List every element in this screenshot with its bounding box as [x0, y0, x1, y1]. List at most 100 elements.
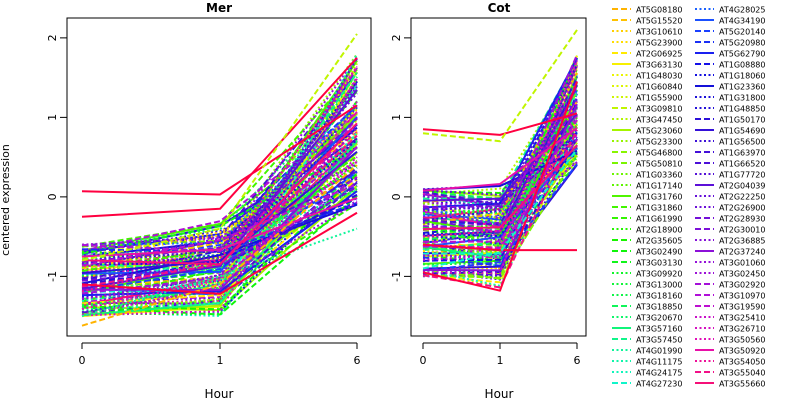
panel-cot-series	[422, 29, 578, 292]
legend-entry: AT1G17140	[636, 182, 682, 191]
legend-entry: AT3G47450	[636, 116, 682, 125]
panel-mer-x-axis: 0 1 6	[79, 342, 361, 367]
legend-entry: AT5G23300	[636, 138, 682, 147]
series-line	[422, 164, 578, 270]
series-line	[81, 57, 358, 288]
legend-entry: AT3G03130	[636, 259, 682, 268]
legend-entry: AT3G26710	[719, 325, 765, 334]
legend-entry: AT2G36885	[719, 237, 765, 246]
panel-mer-title: Mer	[206, 1, 232, 15]
legend-entry: AT1G48030	[636, 72, 682, 81]
legend-entry: AT5G20980	[719, 39, 765, 48]
series-line	[81, 160, 358, 310]
series-line	[81, 150, 358, 275]
series-line	[422, 113, 578, 216]
x-tick-label: 1	[217, 354, 224, 367]
legend-entry: AT3G57450	[636, 336, 682, 345]
series-line	[422, 59, 578, 211]
series-line	[422, 106, 578, 278]
legend-entry: AT5G08180	[636, 6, 682, 15]
legend-entry: AT3G25410	[719, 314, 765, 323]
x-tick-label: 0	[79, 354, 86, 367]
legend-entry: AT5G50810	[636, 160, 682, 169]
legend-entry: AT5G20140	[719, 28, 765, 37]
legend-entry: AT5G23060	[636, 127, 682, 136]
series-line	[81, 171, 358, 293]
legend-entry: AT1G31760	[636, 193, 682, 202]
panel-mer-frame	[66, 17, 372, 337]
series-line	[422, 147, 578, 266]
legend-entry: AT1G66520	[719, 160, 765, 169]
series-line	[422, 243, 577, 252]
y-tick-label: -1	[46, 271, 59, 282]
series-line	[81, 78, 358, 274]
legend-entry: AT1G03360	[636, 171, 682, 180]
series-line	[81, 76, 358, 317]
series-line	[422, 84, 578, 256]
panel-cot-title: Cot	[488, 1, 511, 15]
legend-entry: AT1G18060	[719, 72, 765, 81]
series-line	[422, 162, 578, 223]
legend-entry: AT3G13000	[636, 281, 682, 290]
legend-entry: AT3G01060	[719, 259, 765, 268]
legend-entry: AT3G10610	[636, 28, 682, 37]
panel-mer-y-axis: -1 0 1 2	[46, 34, 67, 282]
series-line	[422, 97, 578, 196]
legend-entry: AT1G55900	[636, 94, 682, 103]
series-line	[422, 75, 578, 242]
panel-cot-frame	[410, 17, 587, 337]
legend-entry: AT5G23900	[636, 39, 682, 48]
legend-entry: AT3G19590	[719, 303, 765, 312]
series-line	[81, 211, 358, 295]
x-tick-label: 1	[497, 354, 504, 367]
legend-entry: AT2G04039	[719, 182, 765, 191]
series-line	[422, 81, 578, 292]
legend-entry: AT3G57160	[636, 325, 682, 334]
series-line	[422, 133, 578, 238]
legend-entry: AT3G55040	[719, 369, 765, 378]
legend-entry: AT4G34190	[719, 17, 765, 26]
series-line	[422, 66, 578, 245]
y-tick-label: 1	[390, 114, 403, 121]
series-line	[422, 101, 578, 262]
series-line	[81, 124, 358, 264]
series-line	[81, 53, 358, 311]
legend-entry: AT3G63130	[636, 61, 682, 70]
legend-entry: AT3G09810	[636, 105, 682, 114]
panel-cot-x-label: Hour	[485, 387, 514, 400]
series-line	[81, 183, 358, 267]
legend-entry: AT2G28930	[719, 215, 765, 224]
series-line	[81, 82, 358, 279]
legend-entry: AT2G18900	[636, 226, 682, 235]
series-line	[422, 127, 578, 192]
legend-entry: AT3G20670	[636, 314, 682, 323]
series-line	[422, 162, 578, 231]
series-line	[422, 131, 578, 212]
series-line	[422, 60, 578, 249]
legend-entry: AT1G60840	[636, 83, 682, 92]
legend-entry: AT3G02920	[719, 281, 765, 290]
series-line	[81, 161, 358, 246]
series-line	[422, 130, 578, 238]
series-line	[81, 197, 358, 258]
legend-entry: AT1G61990	[636, 215, 682, 224]
series-line	[422, 122, 578, 214]
legend-entry: AT2G22250	[719, 193, 765, 202]
series-line	[81, 80, 358, 266]
legend-entry: AT1G08880	[719, 61, 765, 70]
legend: AT5G08180 AT5G15520 AT3G10610 AT5G23900 AT2G…	[612, 6, 765, 389]
series-line	[81, 68, 358, 248]
x-tick-label: 6	[354, 354, 361, 367]
legend-entry: AT3G54050	[719, 358, 765, 367]
legend-entry: AT3G02450	[719, 270, 765, 279]
legend-entry: AT3G55660	[719, 380, 765, 389]
legend-entry: AT4G01990	[636, 347, 682, 356]
legend-entry: AT4G28025	[719, 6, 765, 15]
x-tick-label: 0	[420, 354, 427, 367]
legend-entry: AT1G23360	[719, 83, 765, 92]
y-tick-label: 2	[390, 34, 403, 41]
series-line	[422, 144, 578, 231]
legend-entry: AT2G37240	[719, 248, 765, 257]
y-tick-label: -1	[390, 271, 403, 282]
